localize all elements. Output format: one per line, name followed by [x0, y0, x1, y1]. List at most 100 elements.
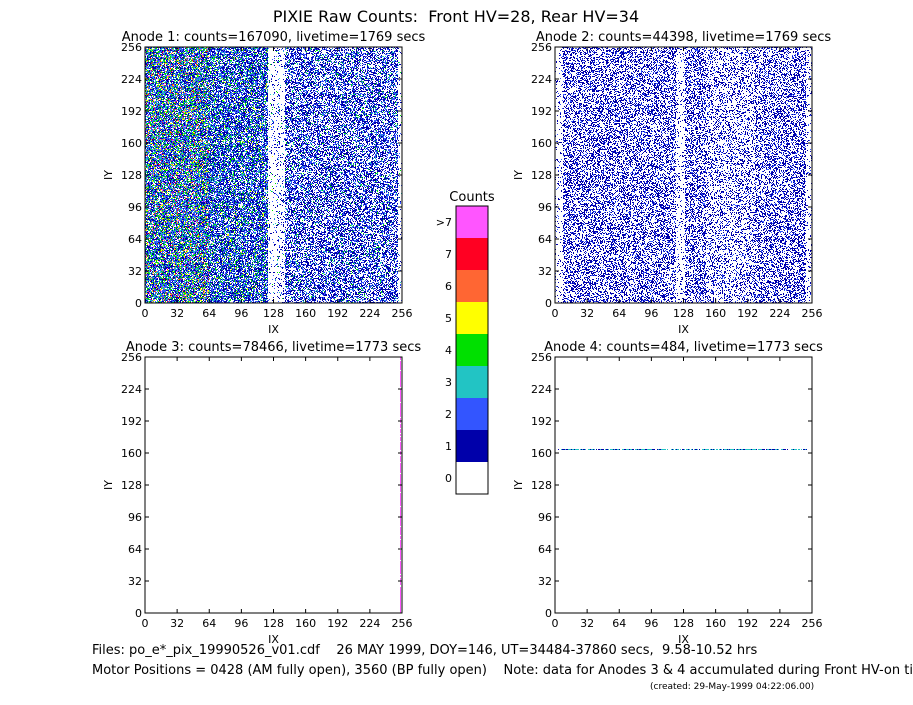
heatmap-texture [558, 449, 807, 450]
x-tick-label: 224 [769, 307, 790, 320]
x-tick-label: 32 [580, 307, 594, 320]
x-tick-label: 128 [673, 617, 694, 630]
colorbar-label: 7 [445, 248, 452, 261]
x-tick-label: 128 [263, 617, 284, 630]
x-axis-label: IX [678, 323, 689, 336]
y-tick-label: 96 [128, 201, 142, 214]
y-tick-label: 224 [121, 383, 142, 396]
colorbar-swatch [456, 398, 488, 430]
page-title: PIXIE Raw Counts: Front HV=28, Rear HV=3… [273, 7, 639, 26]
x-axis-label: IX [678, 633, 689, 646]
colorbar-swatch [456, 302, 488, 334]
y-tick-label: 128 [531, 479, 552, 492]
panel-title: Anode 3: counts=78466, livetime=1773 sec… [126, 340, 422, 355]
x-tick-label: 64 [202, 617, 216, 630]
y-tick-label: 96 [538, 511, 552, 524]
panel-title: Anode 4: counts=484, livetime=1773 secs [544, 340, 823, 355]
y-tick-label: 224 [531, 383, 552, 396]
colorbar-swatch [456, 334, 488, 366]
footer-motor: Motor Positions = 0428 (AM fully open), … [92, 663, 913, 678]
x-tick-label: 192 [327, 307, 348, 320]
footer-files: Files: po_e*_pix_19990526_v01.cdf 26 MAY… [92, 643, 758, 658]
colorbar-label: 1 [445, 440, 452, 453]
y-axis-label: IY [102, 170, 115, 180]
y-tick-label: 0 [545, 297, 552, 310]
y-axis-label: IY [512, 170, 525, 180]
x-tick-label: 160 [705, 617, 726, 630]
y-tick-label: 224 [121, 73, 142, 86]
y-tick-label: 224 [531, 73, 552, 86]
x-tick-label: 256 [802, 617, 823, 630]
colorbar-label: 4 [445, 344, 452, 357]
x-tick-label: 128 [263, 307, 284, 320]
x-tick-label: 256 [392, 307, 413, 320]
y-tick-label: 64 [538, 233, 552, 246]
y-tick-label: 32 [128, 575, 142, 588]
y-axis-label: IY [102, 480, 115, 490]
x-tick-label: 96 [234, 307, 248, 320]
x-axis-label: IX [268, 633, 279, 646]
x-tick-label: 224 [359, 307, 380, 320]
heatmap-texture [555, 47, 812, 303]
x-tick-label: 0 [142, 617, 149, 630]
y-axis-label: IY [512, 480, 525, 490]
y-tick-label: 128 [531, 169, 552, 182]
x-tick-label: 160 [295, 617, 316, 630]
plot-frame [144, 356, 403, 614]
x-tick-label: 0 [552, 307, 559, 320]
heatmap-texture [561, 449, 806, 450]
x-tick-label: 0 [552, 617, 559, 630]
x-axis-label: IX [268, 323, 279, 336]
colorbar-label: 3 [445, 376, 452, 389]
y-tick-label: 0 [135, 297, 142, 310]
y-tick-label: 160 [531, 447, 552, 460]
y-tick-label: 256 [121, 351, 142, 364]
y-tick-label: 256 [121, 41, 142, 54]
y-tick-label: 64 [128, 233, 142, 246]
x-tick-label: 128 [673, 307, 694, 320]
y-tick-label: 128 [121, 169, 142, 182]
colorbar-label: >7 [436, 216, 452, 229]
x-tick-label: 32 [170, 307, 184, 320]
x-tick-label: 160 [705, 307, 726, 320]
x-tick-label: 32 [170, 617, 184, 630]
y-tick-label: 32 [538, 265, 552, 278]
plot-frame [554, 356, 813, 614]
y-tick-label: 32 [538, 575, 552, 588]
y-tick-label: 160 [121, 137, 142, 150]
x-tick-label: 96 [234, 617, 248, 630]
heatmap-texture [145, 47, 402, 303]
colorbar-swatch [456, 270, 488, 302]
y-tick-label: 192 [121, 105, 142, 118]
x-tick-label: 32 [580, 617, 594, 630]
colorbar-swatch [456, 430, 488, 462]
y-tick-label: 192 [531, 415, 552, 428]
colorbar-label: 0 [445, 472, 452, 485]
colorbar-label: 6 [445, 280, 452, 293]
x-tick-label: 192 [327, 617, 348, 630]
x-tick-label: 192 [737, 307, 758, 320]
panel-title: Anode 1: counts=167090, livetime=1769 se… [122, 30, 426, 45]
x-tick-label: 64 [612, 617, 626, 630]
y-tick-label: 160 [121, 447, 142, 460]
y-tick-label: 0 [135, 607, 142, 620]
x-tick-label: 0 [142, 307, 149, 320]
footer-created: (created: 29-May-1999 04:22:06.00) [650, 682, 814, 692]
y-tick-label: 0 [545, 607, 552, 620]
y-tick-label: 96 [538, 201, 552, 214]
colorbar-swatch [456, 206, 488, 238]
colorbar-swatch [456, 462, 488, 494]
y-tick-label: 192 [121, 415, 142, 428]
y-tick-label: 96 [128, 511, 142, 524]
y-tick-label: 256 [531, 41, 552, 54]
colorbar-label: 5 [445, 312, 452, 325]
x-tick-label: 96 [644, 617, 658, 630]
x-tick-label: 224 [769, 617, 790, 630]
x-tick-label: 160 [295, 307, 316, 320]
y-tick-label: 64 [538, 543, 552, 556]
y-tick-label: 256 [531, 351, 552, 364]
colorbar-swatch [456, 238, 488, 270]
colorbar-frame [455, 205, 489, 495]
y-tick-label: 64 [128, 543, 142, 556]
